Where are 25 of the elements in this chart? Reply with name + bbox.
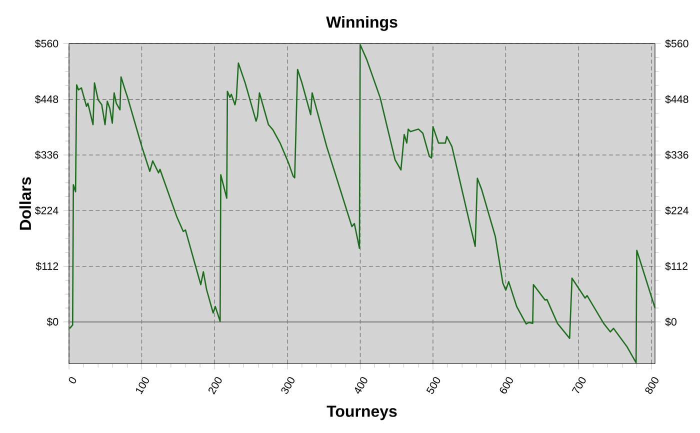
x-tick-label: 0 [68, 377, 76, 384]
y-tick-label: $560 [34, 39, 58, 48]
line-series [69, 44, 656, 364]
y2-tick-label: $336 [665, 150, 688, 160]
x-axis-title: Tourneys [326, 406, 397, 420]
y2-tick-label: $560 [665, 39, 688, 48]
x-tick-label: 800 [645, 377, 658, 394]
x-tick-label: 200 [208, 377, 222, 394]
y-tick-label: $336 [34, 150, 58, 160]
y-axis-title: Dollars [19, 177, 32, 230]
x-tick-label: 700 [572, 377, 586, 394]
x-tick-label: 100 [136, 377, 149, 394]
y2-tick-label: $224 [665, 206, 688, 215]
y2-tick-label: $112 [665, 262, 688, 271]
y-tick-label: $0 [46, 318, 58, 326]
x-tick-label: 500 [426, 377, 440, 394]
y2-tick-label: $448 [665, 95, 688, 104]
y-tick-label: $448 [34, 94, 58, 104]
x-tick-label: 400 [354, 377, 368, 394]
x-tick-label: 600 [500, 377, 513, 394]
x-tick-label: 300 [281, 377, 294, 394]
y-tick-label: $112 [36, 262, 58, 271]
y2-tick-label: $0 [665, 318, 676, 326]
y-tick-label: $224 [34, 206, 58, 215]
chart-title: Winnings [326, 16, 398, 31]
